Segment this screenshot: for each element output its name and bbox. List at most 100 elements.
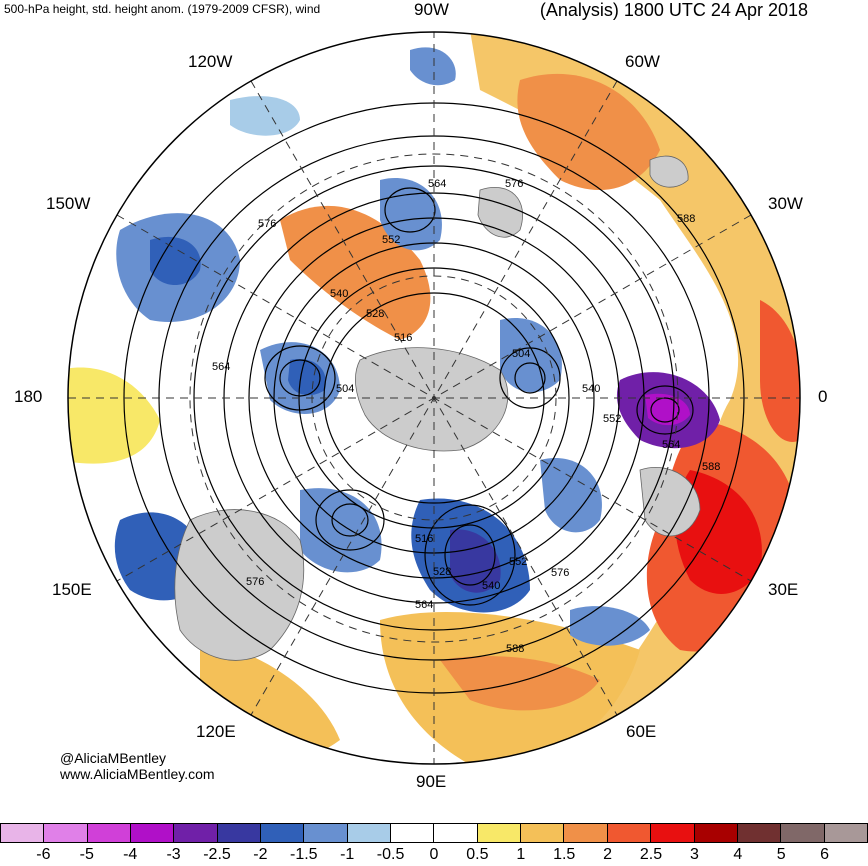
contour-label: 576: [246, 576, 264, 588]
contour-label: 504: [336, 383, 354, 395]
lon-label-30e: 30E: [768, 580, 799, 599]
anomaly-negative-region: [450, 529, 501, 593]
contour-label: 576: [505, 178, 523, 190]
lon-label-120e: 120E: [196, 722, 236, 741]
height-contour: [264, 345, 336, 411]
colorbar-tick-label: -1: [340, 846, 355, 863]
contour-label: 552: [509, 556, 527, 568]
contour-label: 588: [677, 213, 695, 225]
height-contour: [444, 524, 496, 586]
height-contour: [424, 504, 516, 606]
meridian-line: [116, 214, 752, 582]
credit-handle: @AliciaMBentley: [60, 750, 167, 766]
contour-label: 564: [415, 599, 433, 611]
colorbar-swatch: [217, 823, 262, 843]
contour-label: 540: [582, 383, 600, 395]
anomaly-negative-region: [150, 236, 201, 285]
height-contour: [650, 397, 680, 423]
colorbar: [0, 823, 868, 843]
colorbar-swatch: [44, 823, 88, 843]
lon-label-30w: 30W: [768, 194, 803, 213]
colorbar-swatch: [391, 823, 435, 843]
contour-label: 564: [662, 439, 680, 451]
land-asia: [174, 509, 305, 661]
colorbar-tick-label: 0.5: [466, 846, 489, 863]
map-border: [67, 31, 801, 765]
colorbar-labels: -6 -5 -4 -3 -2.5 -2 -1.5 -1 -0.5 0 0.5 1 1.5 2 2.5 3 4 5 6: [0, 846, 868, 866]
lon-label-60w: 60W: [625, 52, 660, 71]
lon-label-150e: 150E: [52, 580, 92, 599]
contour-label: 540: [482, 580, 500, 592]
analysis-time: (Analysis) 1800 UTC 24 Apr 2018: [539, 0, 808, 20]
contour-label: 528: [366, 308, 384, 320]
colorbar-tick-label: -1.5: [290, 846, 318, 863]
contour-label: 588: [506, 643, 524, 655]
contour-label: 564: [212, 361, 230, 373]
contour-label: 576: [258, 218, 276, 230]
colorbar-tick-label: -3: [166, 846, 181, 863]
contour-labels: 564 576 552 540 528 516 504 564 504 540 …: [212, 178, 720, 655]
colorbar-swatch: [434, 823, 478, 843]
colorbar-tick-label: -5: [79, 846, 94, 863]
height-contour: [384, 187, 436, 233]
colorbar-tick-label: 0: [429, 846, 439, 863]
colorbar-swatch: [261, 823, 305, 843]
land-patch: [649, 155, 689, 188]
anomaly-negative-region: [300, 488, 382, 573]
height-contour: [499, 347, 561, 409]
height-contour: [514, 362, 546, 394]
colorbar-tick-label: 3: [689, 846, 699, 863]
contour-label: 552: [382, 234, 400, 246]
contour-label: 516: [415, 533, 433, 545]
polar-map: 564 576 552 540 528 516 504 564 504 540 …: [14, 0, 828, 791]
colorbar-swatch: [87, 823, 132, 843]
colorbar-tick-label: 6: [820, 846, 830, 863]
anomaly-negative-region: [230, 96, 300, 136]
colorbar-swatch: [651, 823, 695, 843]
colorbar-tick-label: -0.5: [376, 846, 405, 863]
colorbar-swatch: [737, 823, 782, 843]
contour-label: 516: [394, 332, 412, 344]
colorbar-tick-label: 1: [516, 846, 526, 863]
anomaly-negative-region: [540, 458, 602, 533]
height-contour: [331, 503, 369, 537]
anomaly-positive-region: [440, 656, 600, 711]
colorbar-swatch: [521, 823, 565, 843]
anomaly-negative-region: [645, 393, 690, 426]
anomaly-positive-region: [760, 300, 800, 442]
graticule: [68, 32, 800, 764]
colorbar-tick-label: 2.5: [639, 846, 663, 863]
contour-label: 588: [702, 461, 720, 473]
anomaly-negative-region: [410, 47, 456, 86]
lon-label-180: 180: [14, 387, 43, 406]
colorbar-swatch: [564, 823, 608, 843]
colorbar-tick-label: -6: [36, 846, 51, 863]
colorbar-tick-label: 2: [603, 846, 613, 863]
colorbar-swatch: [347, 823, 392, 843]
lon-label-150w: 150W: [46, 194, 91, 213]
colorbar-swatch: [824, 823, 868, 843]
colorbar-swatch: [304, 823, 348, 843]
polar-map-svg: 564 576 552 540 528 516 504 564 504 540 …: [67, 31, 801, 765]
lon-label-0: 0: [818, 387, 828, 406]
colorbar-tick-label: -4: [123, 846, 138, 863]
colorbar-swatch: [477, 823, 522, 843]
contour-label: 564: [428, 178, 446, 190]
height-contour: [315, 489, 385, 551]
lon-label-60e: 60E: [626, 722, 657, 741]
colorbar-swatch: [0, 823, 45, 843]
contour-label: 528: [433, 566, 451, 578]
map-title: 500-hPa height, std. height anom. (1979-…: [4, 2, 321, 16]
colorbar-swatch: [781, 823, 825, 843]
colorbar-swatch: [174, 823, 218, 843]
colorbar-tick-label: 4: [733, 846, 743, 863]
colorbar-swatch: [131, 823, 175, 843]
credit-website: www.AliciaMBentley.com: [60, 766, 215, 782]
colorbar-tick-label: 5: [776, 846, 786, 863]
anomaly-negative-region: [570, 606, 650, 646]
lon-label-120w: 120W: [188, 52, 233, 71]
height-contour: [636, 385, 694, 435]
height-contour: [279, 359, 321, 397]
contour-label: 576: [551, 567, 569, 579]
colorbar-tick-label: 1.5: [553, 846, 576, 863]
